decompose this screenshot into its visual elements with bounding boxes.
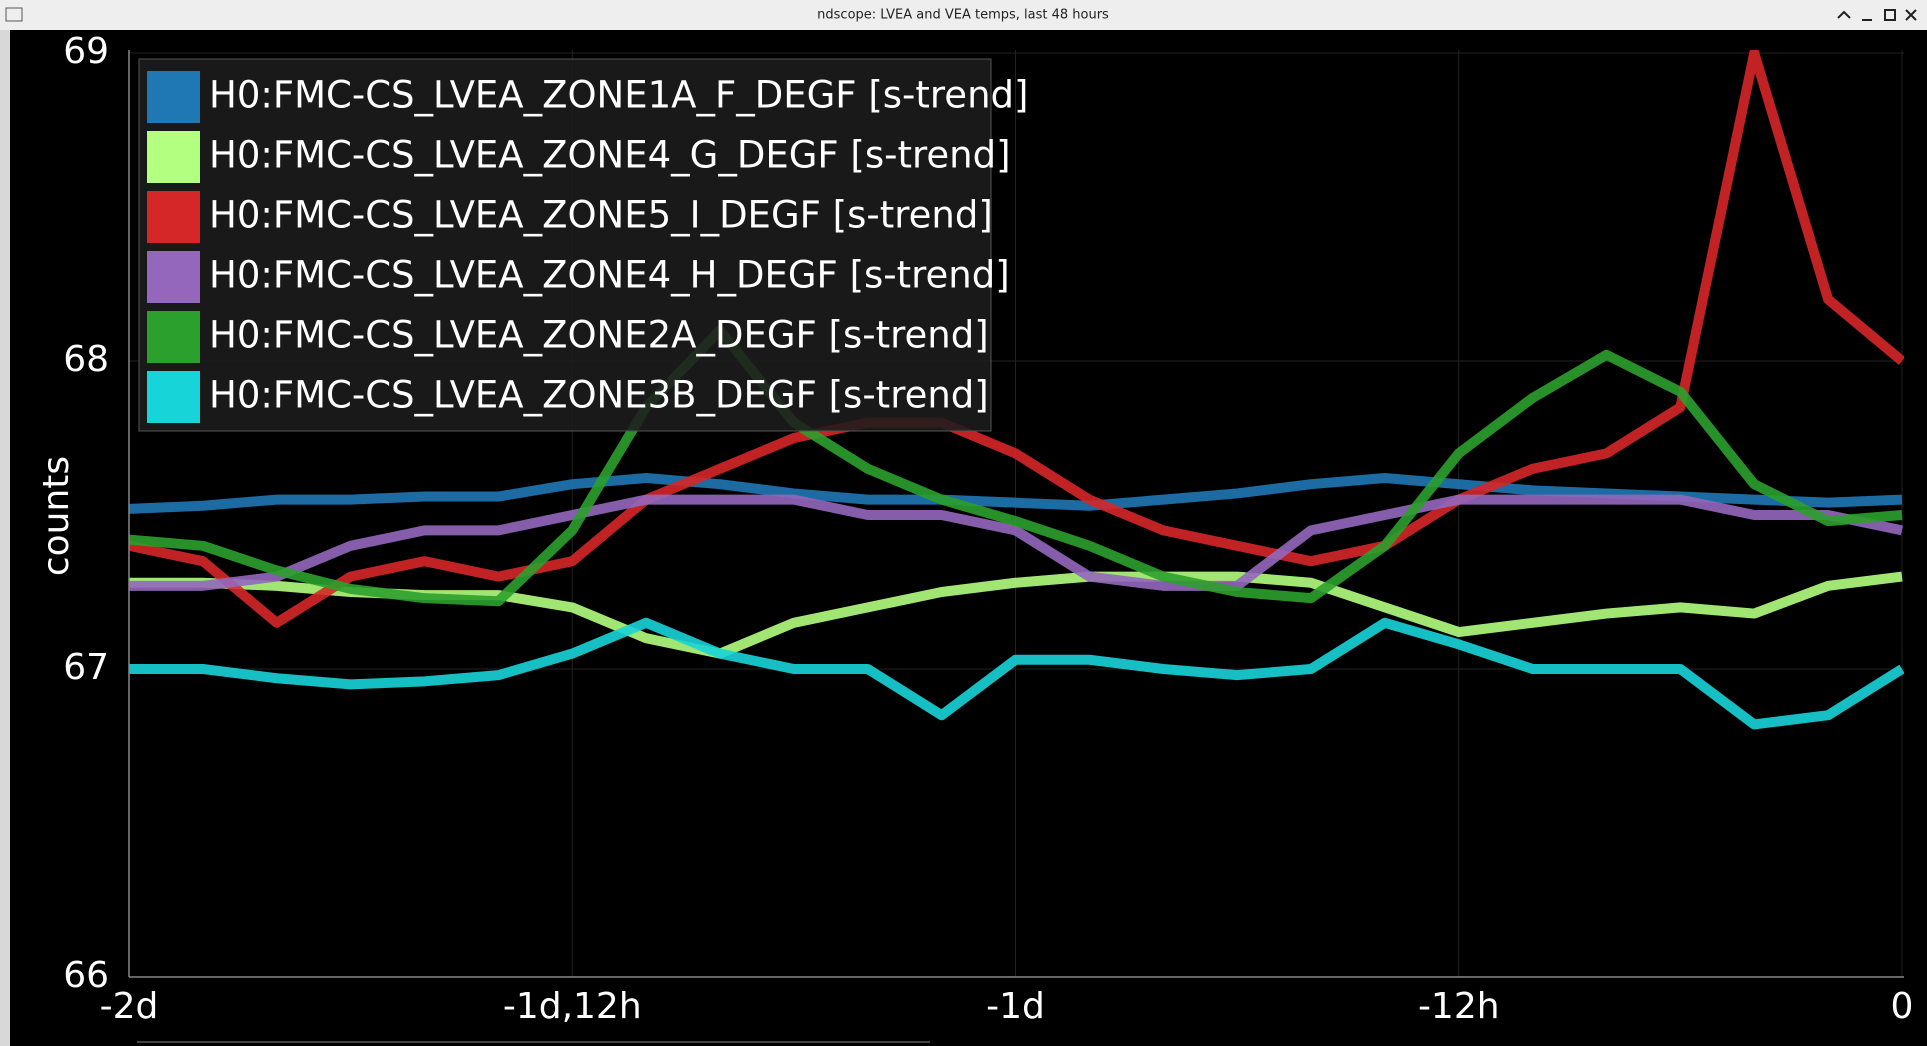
- legend-swatch: [147, 131, 200, 183]
- window-icon: [5, 7, 23, 22]
- legend-label: H0:FMC-CS_LVEA_ZONE4_G_DEGF [s-trend]: [209, 134, 1011, 177]
- y-axis-label: counts: [36, 456, 77, 576]
- series-line: [129, 50, 1904, 628]
- legend-label: H0:FMC-CS_LVEA_ZONE3B_DEGF [s-trend]: [209, 374, 989, 417]
- y-tick-label: 67: [63, 647, 109, 688]
- tick-labels: 66 67 68 69 -2d -1d,12h -1d -12h 0: [63, 31, 1913, 1027]
- x-tick-label: -12h: [1418, 986, 1500, 1027]
- legend-label: H0:FMC-CS_LVEA_ZONE2A_DEGF [s-trend]: [209, 314, 989, 357]
- legend-label: H0:FMC-CS_LVEA_ZONE1A_F_DEGF [s-trend]: [209, 74, 1028, 117]
- series-line: [129, 473, 1903, 514]
- legend-label: H0:FMC-CS_LVEA_ZONE4_H_DEGF [s-trend]: [209, 254, 1010, 297]
- window-border: [0, 30, 10, 1046]
- legend-label: H0:FMC-CS_LVEA_ZONE5_I_DEGF [s-trend]: [209, 194, 993, 237]
- series-line: [129, 325, 1903, 607]
- x-tick-label: 0: [1891, 986, 1914, 1027]
- y-tick-label: 66: [63, 955, 109, 996]
- maximize-button[interactable]: [1884, 9, 1896, 21]
- series-line: [129, 494, 1904, 591]
- legend: H0:FMC-CS_LVEA_ZONE1A_F_DEGF [s-trend] H0…: [138, 58, 1028, 432]
- legend-box: [138, 58, 992, 432]
- x-tick-label: -2d: [100, 986, 159, 1027]
- title-bar: [0, 0, 1927, 30]
- legend-swatch: [147, 311, 200, 363]
- x-tick-label: -1d,12h: [503, 986, 642, 1027]
- legend-swatch: [147, 251, 200, 303]
- series-line: [129, 617, 1904, 730]
- plot-lines: [129, 50, 1904, 730]
- legend-swatch: [147, 371, 200, 423]
- y-tick-label: 68: [63, 339, 109, 380]
- legend-swatch: [147, 191, 200, 243]
- window-title: ndscope: LVEA and VEA temps, last 48 hou…: [817, 8, 1109, 23]
- y-tick-label: 69: [63, 31, 109, 72]
- legend-swatch: [147, 71, 200, 123]
- close-button[interactable]: [1905, 9, 1917, 21]
- x-tick-label: -1d: [986, 986, 1045, 1027]
- shade-button[interactable]: [1837, 10, 1851, 19]
